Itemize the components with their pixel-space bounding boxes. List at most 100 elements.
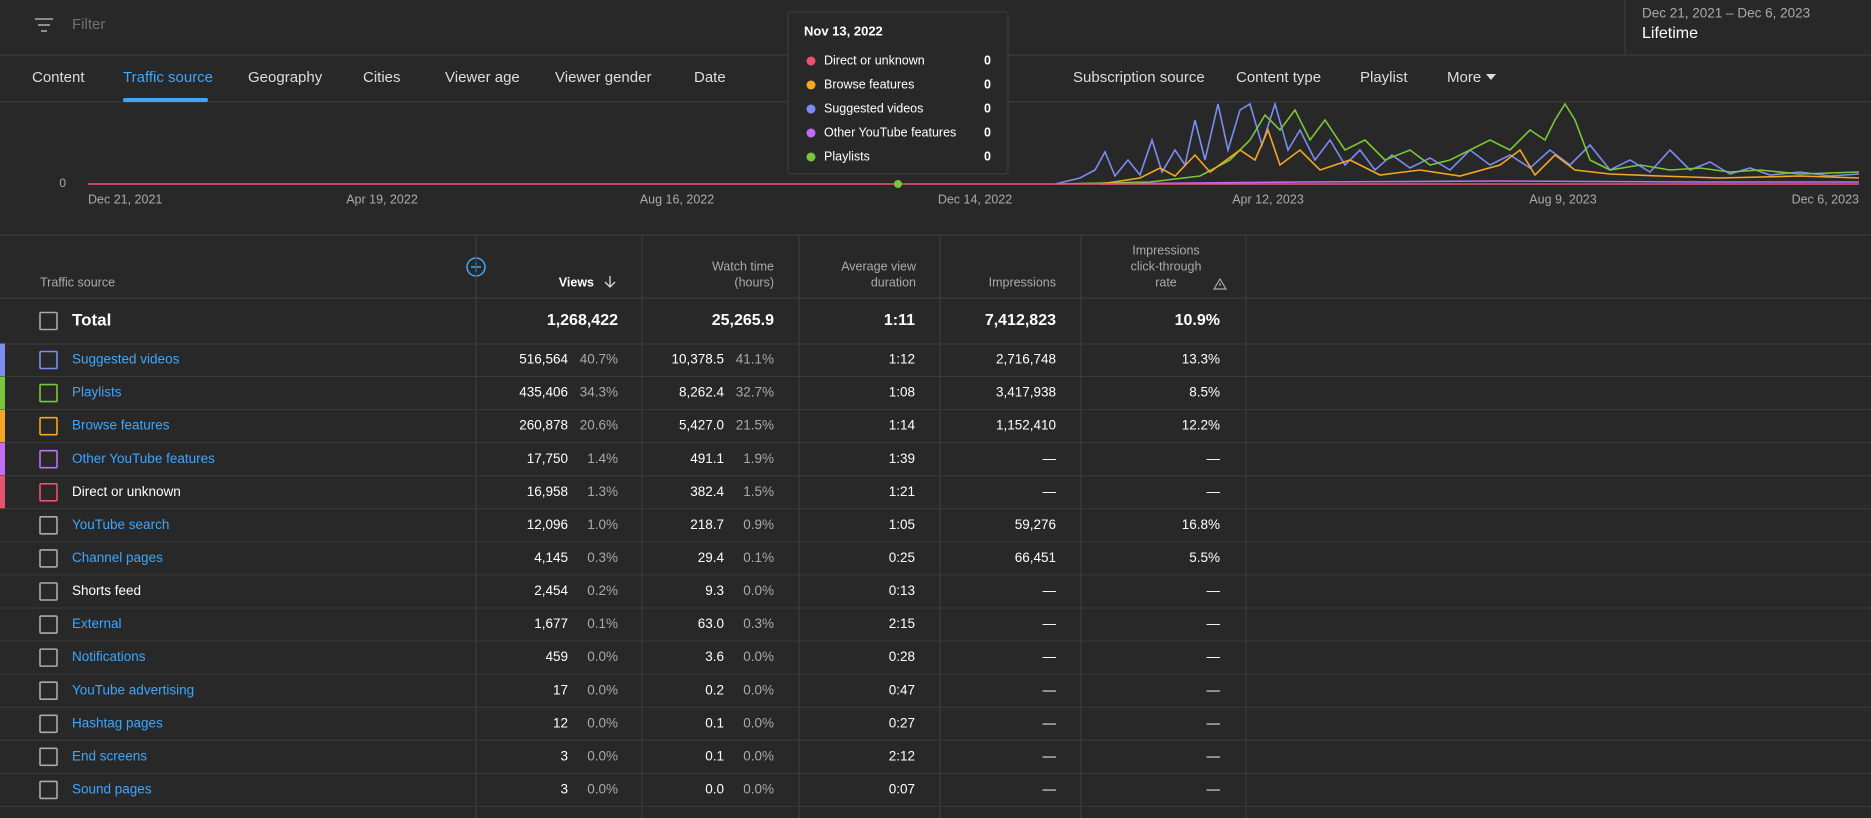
- tab[interactable]: Content type: [1236, 69, 1321, 86]
- tab[interactable]: Viewer gender: [555, 69, 651, 86]
- checkbox[interactable]: [39, 350, 58, 370]
- column-header[interactable]: (hours): [734, 275, 774, 289]
- watch-pct: 0.1%: [743, 550, 774, 565]
- total-avd: 1:11: [884, 312, 915, 329]
- column-header: Traffic source: [40, 275, 115, 289]
- checkbox[interactable]: [39, 482, 58, 502]
- views-pct: 0.0%: [587, 748, 618, 763]
- impressions: —: [1043, 781, 1057, 796]
- traffic-source[interactable]: Playlists: [72, 385, 122, 400]
- views-pct: 34.3%: [580, 385, 618, 400]
- traffic-source[interactable]: Notifications: [72, 649, 146, 664]
- tab[interactable]: Geography: [248, 69, 323, 86]
- checkbox[interactable]: [39, 714, 58, 734]
- watch-time: 0.1: [705, 715, 724, 730]
- impressions: —: [1043, 649, 1057, 664]
- tab[interactable]: More: [1447, 69, 1481, 86]
- avg-duration: 0:25: [889, 550, 915, 565]
- avg-duration: 2:15: [889, 616, 915, 631]
- sort-arrow: [604, 276, 616, 288]
- checkbox[interactable]: [39, 416, 58, 436]
- column-header[interactable]: click-through: [1131, 259, 1202, 273]
- impressions: —: [1043, 451, 1057, 466]
- tab[interactable]: Subscription source: [1073, 69, 1205, 86]
- date-label: Lifetime: [1642, 25, 1698, 42]
- traffic-source[interactable]: External: [72, 616, 122, 631]
- column-header[interactable]: Impressions: [1132, 243, 1199, 257]
- checkbox[interactable]: [39, 615, 58, 634]
- impressions: 66,451: [1015, 550, 1056, 565]
- traffic-source[interactable]: Other YouTube features: [72, 451, 215, 466]
- column-header[interactable]: Watch time: [712, 259, 774, 273]
- traffic-source[interactable]: Suggested videos: [72, 352, 180, 367]
- checkbox[interactable]: [39, 780, 58, 800]
- column-header[interactable]: Views: [559, 275, 594, 289]
- checkbox[interactable]: [39, 582, 58, 601]
- traffic-source[interactable]: Browse features: [72, 418, 170, 433]
- series-color-bar: [0, 343, 5, 377]
- traffic-source[interactable]: End screens: [72, 748, 147, 763]
- views: 12: [553, 715, 568, 730]
- impressions: —: [1043, 484, 1057, 499]
- tab[interactable]: Cities: [363, 69, 401, 86]
- checkbox[interactable]: [39, 549, 58, 568]
- total-views: 1,268,422: [547, 312, 618, 329]
- checkbox[interactable]: [39, 449, 58, 469]
- avg-duration: 1:08: [889, 385, 915, 400]
- checkbox[interactable]: [39, 648, 58, 667]
- checkbox[interactable]: [39, 747, 58, 767]
- ctr: —: [1207, 649, 1221, 664]
- traffic-source[interactable]: YouTube search: [72, 517, 169, 532]
- avg-duration: 1:12: [889, 352, 915, 367]
- impressions: 1,152,410: [996, 418, 1056, 433]
- filter-icon[interactable]: [35, 18, 53, 32]
- traffic-source[interactable]: YouTube advertising: [72, 682, 194, 697]
- watch-pct: 0.3%: [743, 616, 774, 631]
- tooltip-item: Playlists: [824, 149, 870, 163]
- ctr: 8.5%: [1189, 385, 1220, 400]
- ctr: 12.2%: [1182, 418, 1220, 433]
- tooltip: [787, 11, 1009, 175]
- checkbox[interactable]: [39, 311, 58, 331]
- ctr: —: [1207, 616, 1221, 631]
- traffic-source[interactable]: Hashtag pages: [72, 715, 163, 730]
- column-header[interactable]: duration: [871, 275, 916, 289]
- column-header[interactable]: rate: [1155, 275, 1177, 289]
- checkbox[interactable]: [39, 681, 58, 701]
- traffic-source: Shorts feed: [72, 583, 141, 598]
- views-pct: 0.0%: [587, 715, 618, 730]
- avg-duration: 0:13: [889, 583, 915, 598]
- traffic-source[interactable]: Channel pages: [72, 550, 163, 565]
- views: 1,677: [534, 616, 568, 631]
- tab[interactable]: Content: [32, 69, 85, 86]
- avg-duration: 0:28: [889, 649, 915, 664]
- tab[interactable]: Playlist: [1360, 69, 1408, 86]
- impressions: —: [1043, 583, 1057, 598]
- watch-time: 218.7: [690, 517, 724, 532]
- tooltip-item: Other YouTube features: [824, 125, 956, 139]
- x-axis-label: Dec 21, 2021: [88, 192, 162, 206]
- watch-time: 3.6: [705, 649, 724, 664]
- watch-pct: 0.0%: [743, 682, 774, 697]
- tab[interactable]: Traffic source: [123, 69, 213, 86]
- views-pct: 1.0%: [587, 517, 618, 532]
- column-header[interactable]: Impressions: [989, 275, 1056, 289]
- column-header[interactable]: Average view: [841, 259, 917, 273]
- tooltip-item: Suggested videos: [824, 101, 923, 115]
- tab[interactable]: Date: [694, 69, 726, 86]
- traffic-source[interactable]: Sound pages: [72, 781, 152, 796]
- checkbox[interactable]: [39, 383, 58, 403]
- views-pct: 0.0%: [587, 649, 618, 664]
- avg-duration: 1:14: [889, 418, 916, 433]
- tooltip-value: 0: [984, 53, 991, 67]
- views: 260,878: [519, 418, 568, 433]
- checkbox[interactable]: [39, 516, 58, 535]
- tab[interactable]: Viewer age: [445, 69, 520, 86]
- watch-time: 9.3: [705, 583, 724, 598]
- series-color-bar: [0, 409, 5, 443]
- avg-duration: 0:47: [889, 682, 915, 697]
- watch-pct: 0.0%: [743, 781, 774, 796]
- watch-time: 63.0: [698, 616, 724, 631]
- avg-duration: 1:21: [889, 484, 915, 499]
- warning-icon: [1212, 277, 1228, 290]
